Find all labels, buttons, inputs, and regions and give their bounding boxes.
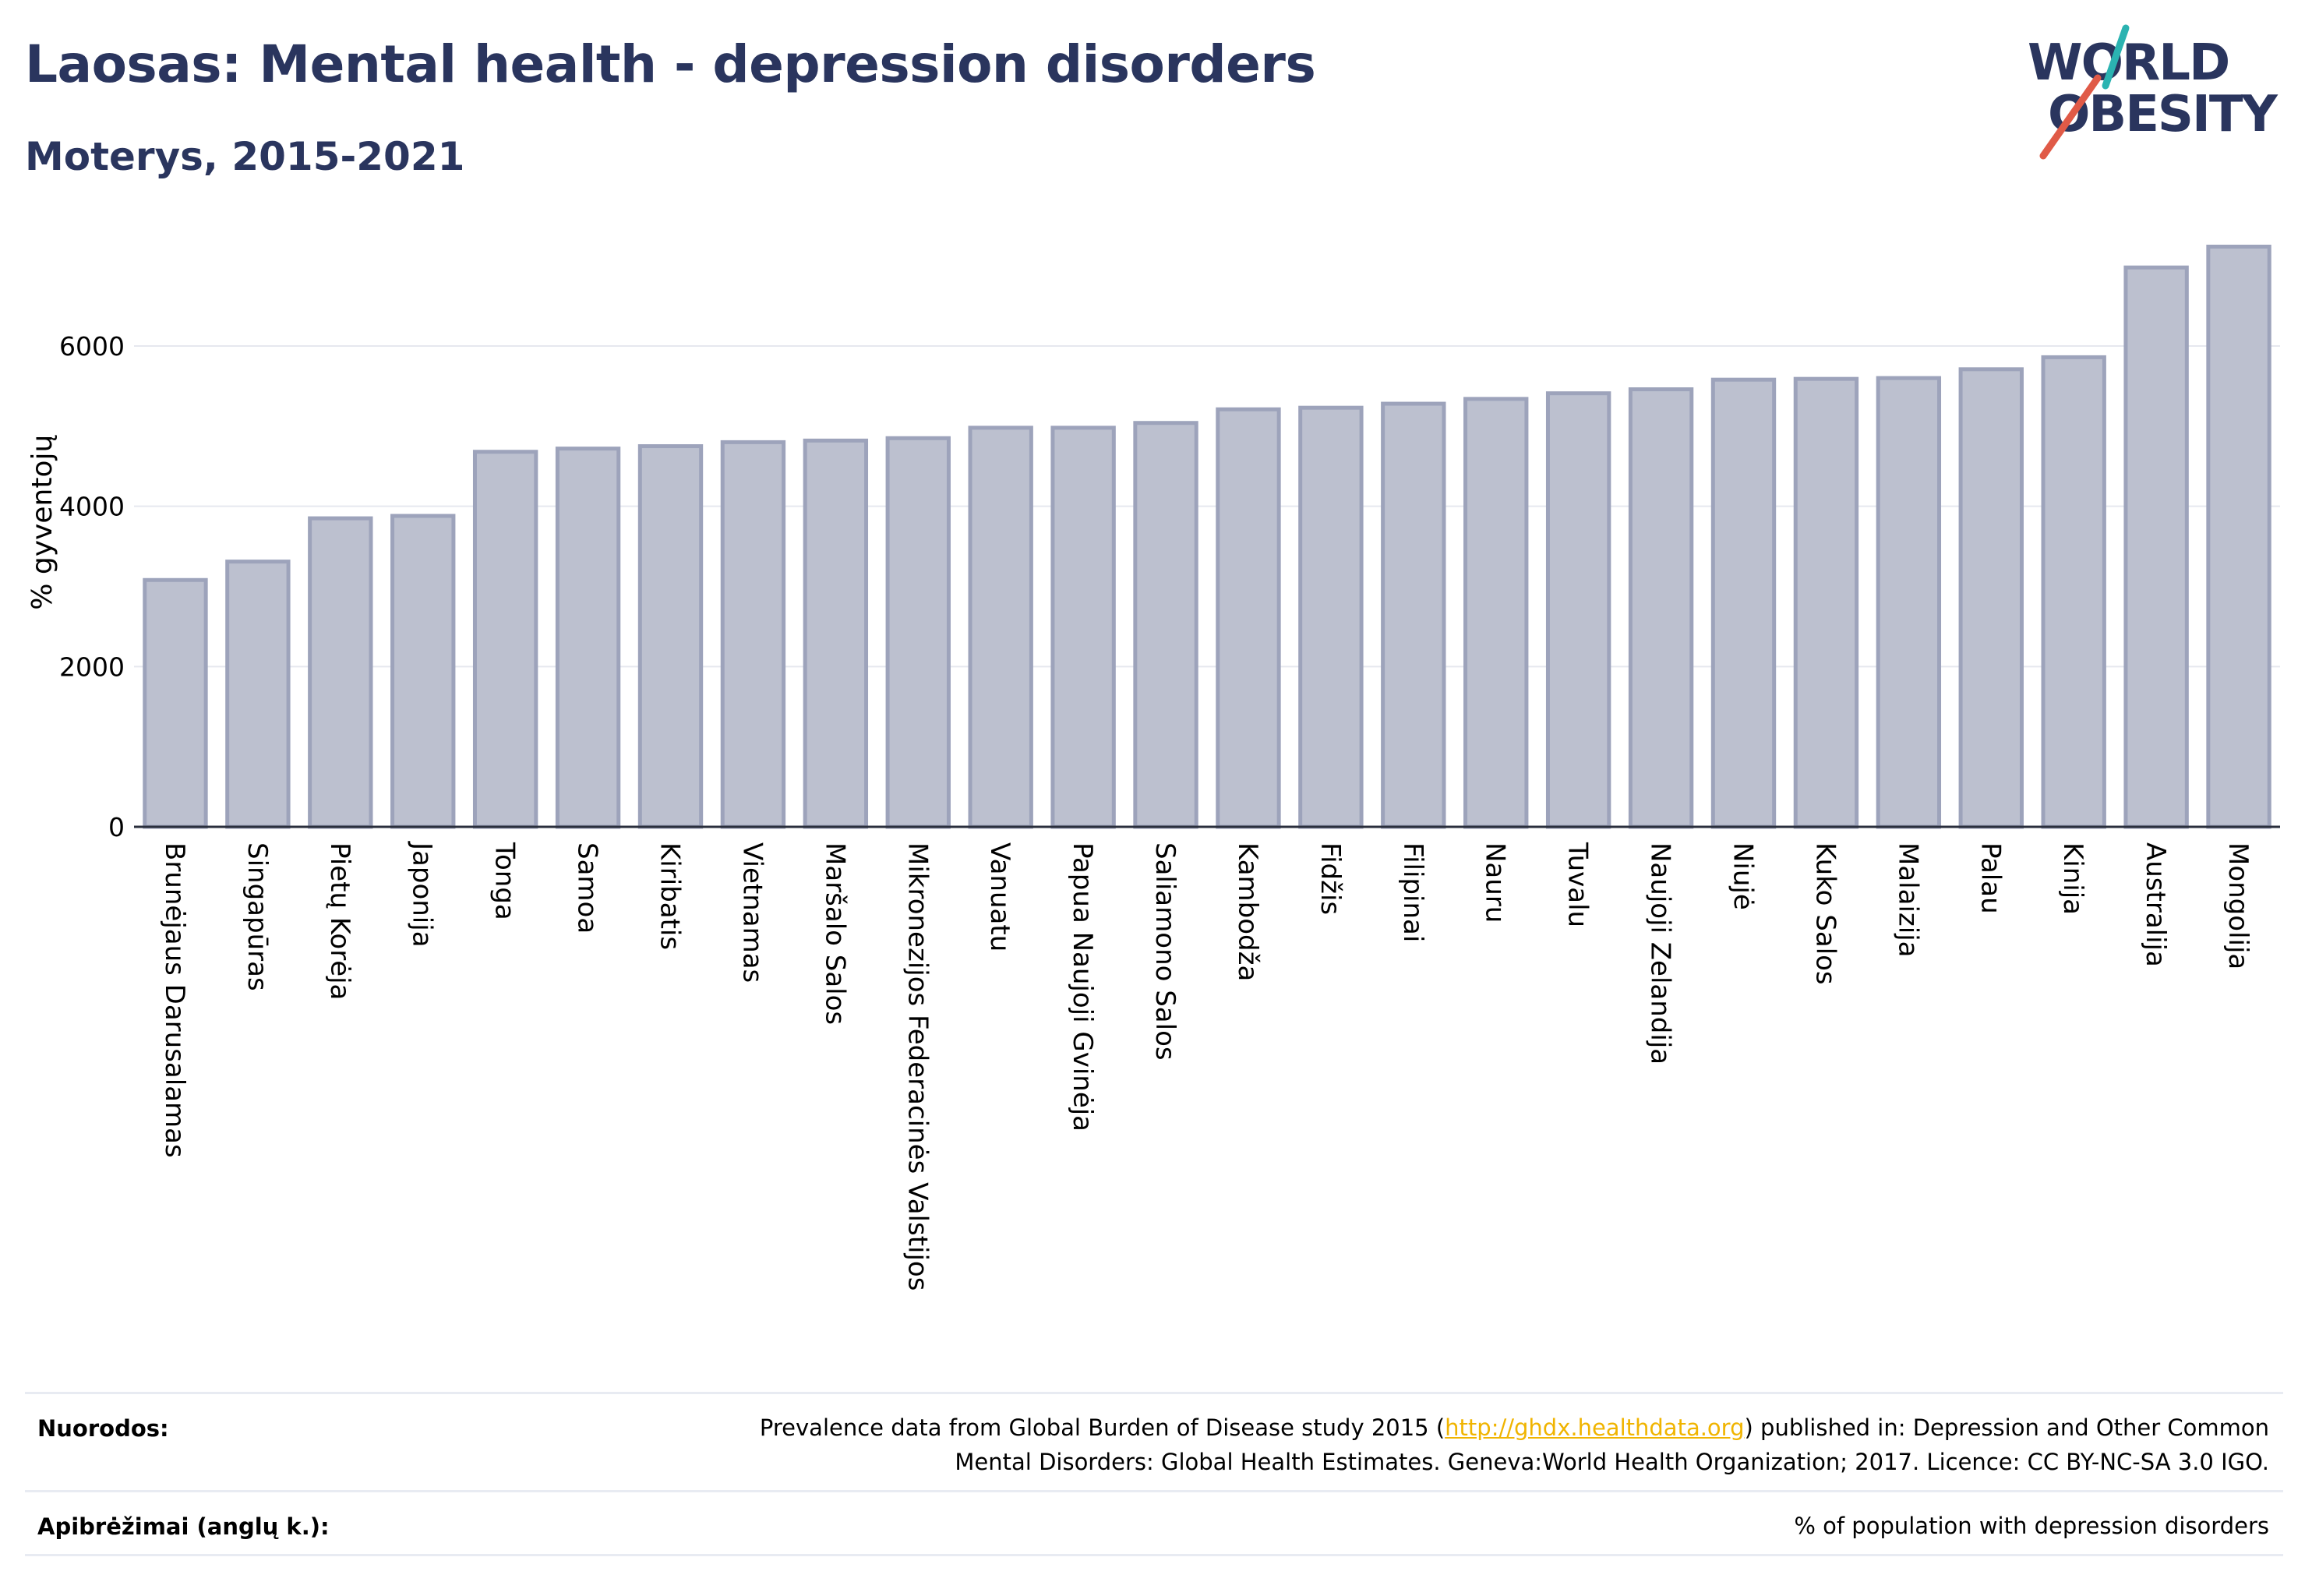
x-tick-label: Kiribatis	[655, 842, 686, 950]
x-tick-label: Singapūras	[242, 842, 273, 991]
x-tick-label: Brunėjaus Darusalamas	[159, 842, 190, 1158]
logo-slash-coral	[2039, 74, 2102, 160]
bar	[1298, 405, 1364, 829]
x-tick-label: Mikronezijos Federacinės Valstijos	[902, 842, 933, 1291]
bar-chart: 0 2000 4000 6000 % gyventojų Brunėjaus Darusa…	[26, 244, 2280, 1291]
x-tick-label: Pietų Korėja	[324, 842, 355, 1000]
bar	[472, 450, 538, 829]
footer-divider-bottom	[25, 1554, 2283, 1556]
bar	[390, 514, 456, 829]
x-tick-label: Filipinai	[1397, 842, 1428, 942]
definitions-text: % of population with depression disorder…	[1794, 1513, 2269, 1539]
sources-text: Prevalence data from Global Burden of Di…	[760, 1411, 2269, 1479]
bar	[720, 440, 786, 829]
x-tick-label: Maršalo Salos	[819, 842, 850, 1025]
bar	[1545, 391, 1611, 829]
definitions-label: Apibrėžimai (anglų k.):	[37, 1513, 330, 1540]
x-tick-label: Kinija	[2057, 842, 2088, 915]
bar	[1958, 367, 2024, 829]
bar	[2206, 244, 2271, 829]
x-tick-label: Kambodža	[1232, 842, 1263, 981]
x-tick-label: Tuvalu	[1562, 842, 1594, 927]
sources-text-after: ) published in: Depression and Other Com…	[1744, 1414, 2270, 1441]
bar	[885, 436, 951, 829]
x-tick-label: Niujė	[1728, 842, 1759, 910]
x-tick-label: Palau	[1975, 842, 2006, 914]
x-tick-label: Naujoji Zelandija	[1645, 842, 1676, 1065]
x-tick-label: Malaizija	[1892, 842, 1923, 957]
y-tick-label: 6000	[59, 331, 125, 362]
bar	[1381, 401, 1446, 829]
bar	[1216, 407, 1281, 829]
bar	[803, 438, 869, 829]
y-axis-label: % gyventojų	[26, 435, 58, 610]
sources-text-before: Prevalence data from Global Burden of Di…	[759, 1414, 1445, 1441]
footer-divider-middle	[25, 1490, 2283, 1492]
x-tick-label: Tonga	[489, 842, 521, 920]
x-tick-label: Saliamono Salos	[1149, 842, 1181, 1061]
bar	[1050, 425, 1116, 829]
x-tick-label: Samoa	[572, 842, 603, 934]
x-tick-label: Vietnamas	[736, 842, 768, 983]
bar	[308, 516, 373, 829]
bar	[1793, 376, 1859, 829]
logo-line1: WORLD	[2028, 34, 2229, 92]
bar	[555, 447, 621, 829]
footer-divider-top	[25, 1392, 2283, 1394]
world-obesity-logo: WORLD OBESITY	[2028, 24, 2279, 160]
y-tick-label: 4000	[59, 492, 125, 522]
x-tick-label: Mongolija	[2222, 842, 2254, 969]
bar	[1133, 421, 1198, 829]
x-tick-label: Australija	[2140, 842, 2171, 967]
sources-link[interactable]: http://ghdx.healthdata.org	[1445, 1414, 1745, 1441]
sources-label: Nuorodos:	[37, 1415, 169, 1442]
bar	[1876, 376, 1942, 829]
bar	[1628, 387, 1694, 829]
bar	[2041, 355, 2106, 829]
x-tick-label: Papua Naujoji Gvinėja	[1067, 842, 1098, 1132]
x-tick-label: Fidžis	[1315, 842, 1346, 915]
bar	[1463, 397, 1529, 829]
x-tick-label: Kuko Salos	[1809, 842, 1841, 985]
logo-slash-teal	[2102, 24, 2130, 90]
bar	[637, 444, 704, 829]
y-tick-label: 2000	[59, 651, 125, 682]
x-tick-label: Japonija	[407, 841, 438, 948]
bar	[968, 425, 1033, 829]
page-subtitle: Moterys, 2015-2021	[25, 134, 465, 179]
x-tick-label: Nauru	[1480, 842, 1511, 923]
y-tick-label: 0	[108, 812, 125, 842]
bar	[225, 560, 291, 829]
x-tick-label: Vanuatu	[984, 842, 1015, 952]
bar	[143, 577, 208, 829]
sources-text-line2: Mental Disorders: Global Health Estimate…	[955, 1449, 2269, 1475]
bar	[1710, 377, 1777, 829]
bar	[2123, 265, 2189, 829]
page-title: Laosas: Mental health - depression disor…	[25, 34, 1316, 94]
